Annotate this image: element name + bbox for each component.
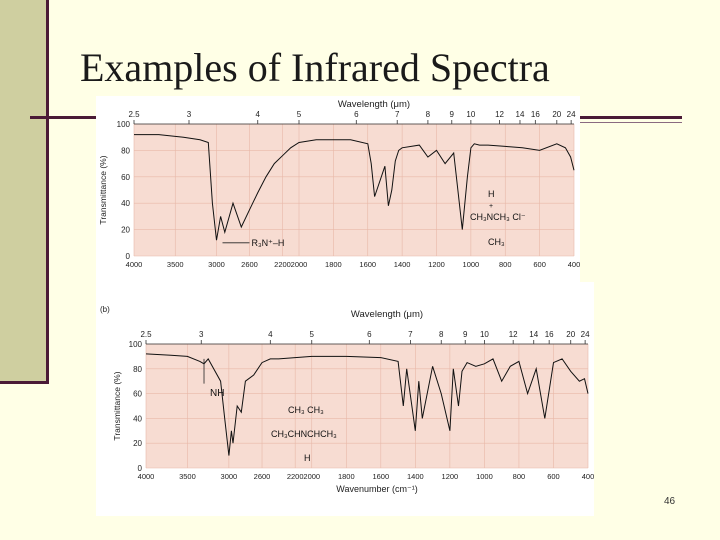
x-tick-label: 1600 <box>359 260 376 269</box>
wavelength-tick-label: 9 <box>450 110 455 119</box>
x-tick-label: 1400 <box>407 472 424 481</box>
x-tick-label: 400 <box>582 472 594 481</box>
panel-label: (b) <box>100 305 110 314</box>
wavelength-tick-label: 20 <box>552 110 561 119</box>
structure-line-1: H <box>488 189 495 199</box>
x-tick-label: 800 <box>513 472 526 481</box>
wavelength-tick-label: 7 <box>408 330 413 339</box>
wavelength-tick-label: 3 <box>187 110 192 119</box>
wavelength-axis-label: Wavelength (μm) <box>338 99 410 110</box>
wavelength-tick-label: 16 <box>531 110 540 119</box>
title-rule-right-thin <box>578 122 682 123</box>
wavelength-tick-label: 10 <box>480 330 489 339</box>
wavelength-tick-label: 6 <box>367 330 372 339</box>
wavelength-tick-label: 2.5 <box>140 330 152 339</box>
structure-line-1: CH₃ CH₃ <box>288 405 324 415</box>
y-axis-label: Transmittance (%) <box>98 155 108 224</box>
x-axis-label: Wavenumber (cm⁻¹) <box>336 484 417 494</box>
wavelength-tick-label: 24 <box>581 330 590 339</box>
x-tick-label: 3500 <box>179 472 196 481</box>
wavelength-tick-label: 12 <box>495 110 504 119</box>
spectrum-panel-1: 100 80 60 40 20 0 4000 3500 3000 2600 2200 2000 1800… <box>96 96 580 282</box>
y-axis-label: Transmittance (%) <box>112 371 122 440</box>
left-accent-line <box>46 0 49 384</box>
x-tick-label: 3500 <box>167 260 184 269</box>
wavelength-tick-label: 6 <box>354 110 359 119</box>
wavelength-tick-label: 8 <box>439 330 444 339</box>
plot-area <box>134 124 574 256</box>
y-tick-label: 0 <box>126 252 131 261</box>
structure-line-4: CH₃ <box>488 237 505 247</box>
spectrum-line <box>134 134 575 241</box>
y-tick-label: 100 <box>129 340 143 349</box>
slide-title: Examples of Infrared Spectra <box>80 45 550 90</box>
y-tick-label: 20 <box>133 439 142 448</box>
structure-line-3: H <box>304 453 311 463</box>
wavelength-tick-label: 4 <box>256 110 261 119</box>
wavelength-tick-label: 16 <box>545 330 554 339</box>
y-tick-label: 20 <box>121 226 130 235</box>
x-tick-label: 1800 <box>325 260 342 269</box>
wavelength-tick-label: 7 <box>395 110 400 119</box>
title-rule-left <box>30 116 100 119</box>
y-tick-label: 80 <box>133 365 142 374</box>
wavelength-tick-label: 14 <box>516 110 525 119</box>
spectrum-panel-2: 100 80 60 40 20 0 4000 3500 3000 2600 2200 2000 1800… <box>96 282 594 516</box>
x-tick-label: 1200 <box>442 472 459 481</box>
structure-line-3: CH₃NCH₃ Cl⁻ <box>470 212 526 222</box>
x-tick-label: 3000 <box>208 260 225 269</box>
y-tick-label: 0 <box>138 464 143 473</box>
y-tick-label: 60 <box>133 390 142 399</box>
peak-label: R₃N⁺–H <box>252 238 285 248</box>
wavelength-tick-label: 4 <box>268 330 273 339</box>
x-tick-label: 2200 <box>287 472 304 481</box>
wavelength-tick-label: 2.5 <box>128 110 140 119</box>
x-tick-label: 2200 <box>274 260 291 269</box>
structure-line-2: CH₃CHNCHCH₃ <box>271 429 337 439</box>
y-tick-label: 100 <box>117 120 131 129</box>
x-tick-label: 3000 <box>221 472 238 481</box>
wavelength-tick-label: 10 <box>466 110 475 119</box>
x-tick-label: 400 <box>568 260 580 269</box>
x-tick-label: 4000 <box>126 260 143 269</box>
x-tick-label: 1400 <box>394 260 411 269</box>
wavelength-tick-label: 5 <box>310 330 315 339</box>
y-tick-label: 40 <box>121 199 130 208</box>
left-accent-bar <box>0 0 46 384</box>
wavelength-tick-label: 3 <box>199 330 204 339</box>
x-tick-label: 600 <box>533 260 546 269</box>
y-tick-label: 80 <box>121 146 130 155</box>
plot-area <box>146 344 588 468</box>
x-tick-label: 4000 <box>138 472 155 481</box>
wavelength-tick-label: 5 <box>297 110 302 119</box>
x-tick-label: 1800 <box>338 472 355 481</box>
wavelength-axis-label: Wavelength (μm) <box>351 309 423 320</box>
y-tick-label: 60 <box>121 173 130 182</box>
x-tick-label: 1600 <box>372 472 389 481</box>
x-tick-label: 2600 <box>254 472 271 481</box>
title-rule-right <box>578 116 682 119</box>
x-tick-label: 2000 <box>303 472 320 481</box>
wavelength-tick-label: 9 <box>463 330 468 339</box>
x-tick-label: 800 <box>499 260 512 269</box>
x-tick-label: 2600 <box>241 260 258 269</box>
spectrum-line <box>145 353 589 456</box>
x-tick-label: 2000 <box>291 260 308 269</box>
structure-line-2: + <box>489 203 493 210</box>
wavelength-tick-label: 12 <box>509 330 518 339</box>
x-tick-label: 1000 <box>463 260 480 269</box>
wavelength-tick-label: 20 <box>566 330 575 339</box>
x-tick-label: 1000 <box>476 472 493 481</box>
x-tick-label: 600 <box>547 472 560 481</box>
slide-number: 46 <box>664 496 676 507</box>
wavelength-tick-label: 24 <box>567 110 576 119</box>
y-tick-label: 40 <box>133 414 142 423</box>
wavelength-tick-label: 8 <box>426 110 431 119</box>
wavelength-tick-label: 14 <box>529 330 538 339</box>
left-accent-foot <box>0 381 49 384</box>
x-tick-label: 1200 <box>428 260 445 269</box>
peak-label: NH <box>210 388 224 399</box>
